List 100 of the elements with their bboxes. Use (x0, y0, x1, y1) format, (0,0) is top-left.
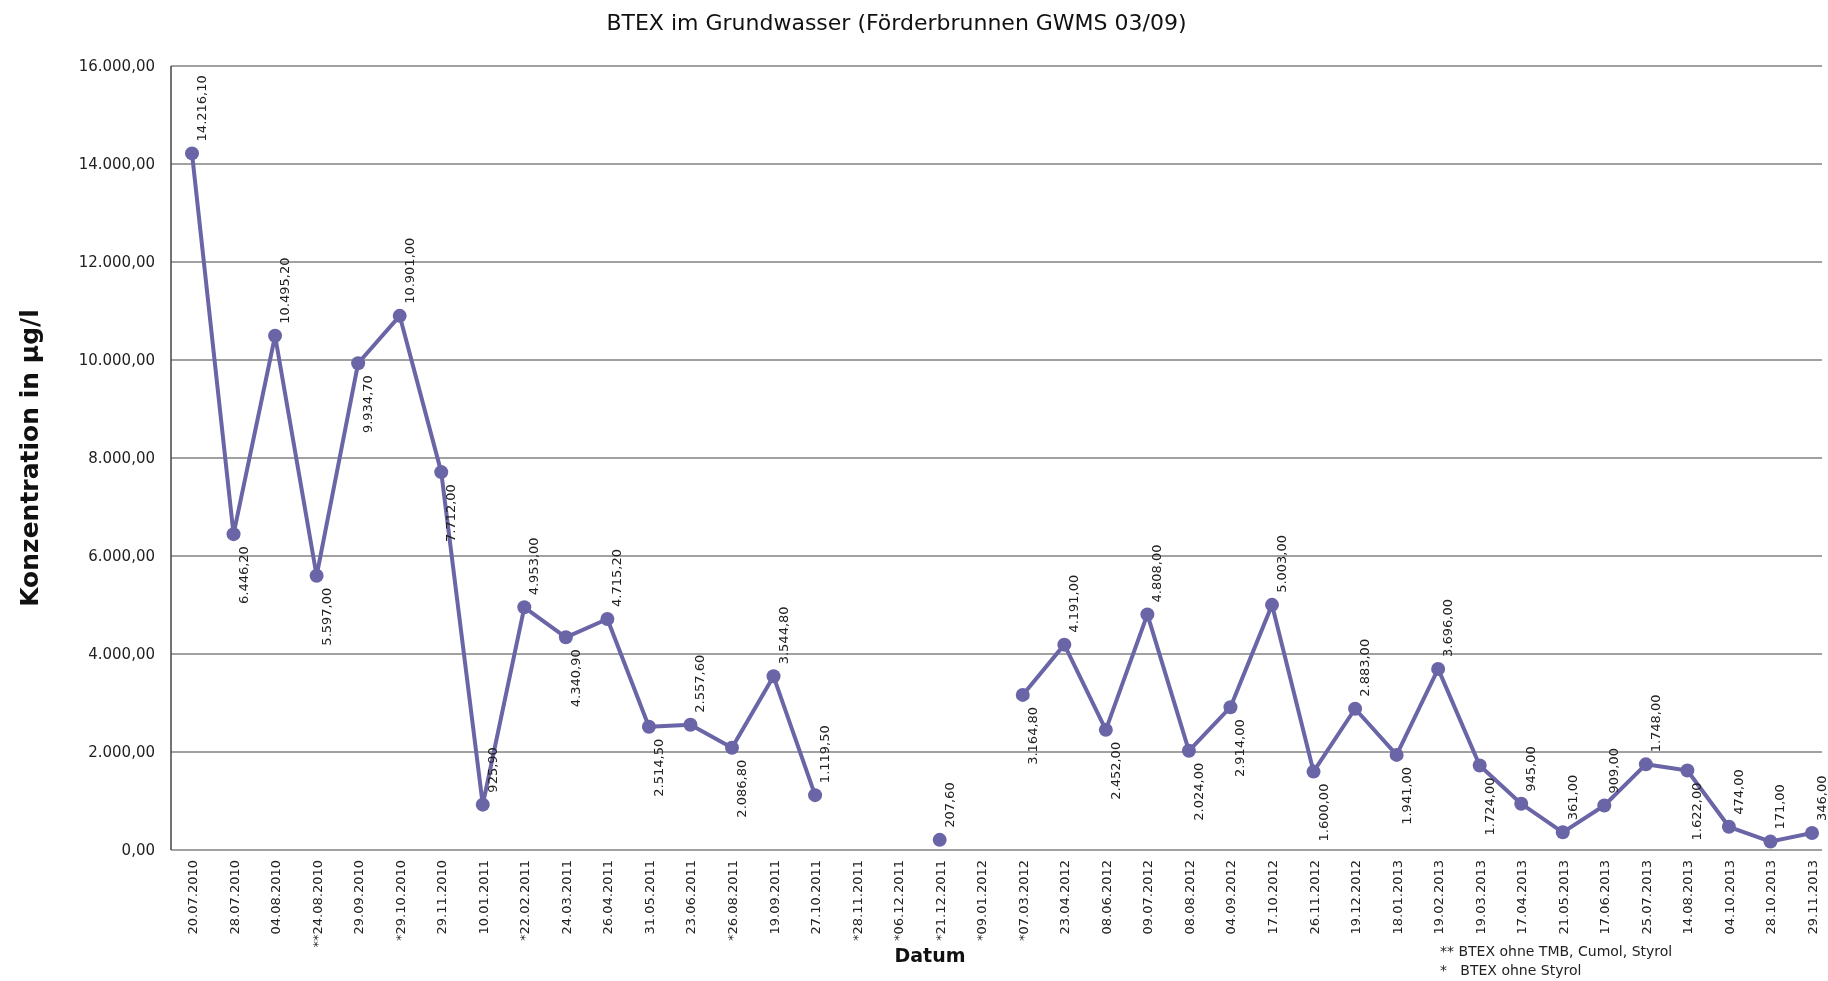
x-tick-label: *28.11.2011 (849, 860, 865, 941)
data-label: 4.808,00 (1149, 544, 1165, 603)
x-tick-label: 27.10.2011 (808, 860, 824, 935)
data-label: 3.164,80 (1024, 706, 1040, 765)
data-label: 2.086,80 (734, 759, 749, 818)
x-tick-label: *09.01.2012 (974, 860, 990, 941)
y-axis-title: Konzentration in µg/l (15, 309, 44, 607)
point (600, 611, 615, 626)
point (351, 356, 366, 371)
data-label: 945,00 (1523, 746, 1539, 792)
point (558, 630, 573, 645)
x-tick-label: 26.11.2012 (1306, 860, 1322, 935)
x-tick-label: 26.04.2011 (600, 860, 616, 935)
y-tick-label: 4.000,00 (88, 645, 155, 663)
x-tick-label: 23.04.2012 (1057, 860, 1073, 935)
point (1181, 743, 1196, 758)
point (1140, 607, 1155, 622)
point (808, 788, 823, 803)
point (1721, 819, 1736, 834)
point (392, 308, 407, 323)
data-label: 9.934,70 (360, 375, 376, 434)
point (434, 465, 449, 480)
x-tick-label: *07.03.2012 (1015, 860, 1031, 941)
x-tick-label: 19.12.2012 (1348, 860, 1364, 935)
data-label: 2.914,00 (1232, 719, 1248, 778)
x-tick-label: 19.09.2011 (766, 860, 782, 935)
point (517, 600, 532, 615)
x-tick-label: 29.11.2013 (1805, 860, 1820, 935)
data-label: 171,00 (1772, 784, 1788, 830)
chart-title: BTEX im Grundwasser (Förderbrunnen GWMS 03/09) (606, 10, 1187, 35)
x-tick-label: 24.03.2011 (558, 860, 574, 935)
data-label: 1.748,00 (1647, 694, 1663, 753)
x-axis-title: Datum (894, 944, 966, 966)
data-label: 3.544,80 (775, 606, 791, 665)
x-tick-label: 31.05.2011 (641, 860, 657, 935)
data-label: 1.941,00 (1398, 766, 1414, 825)
point (1098, 722, 1113, 737)
data-label: 925,90 (484, 747, 500, 793)
x-tick-label: 19.03.2013 (1472, 860, 1488, 935)
data-label: 14.216,10 (194, 75, 209, 142)
data-label: 4.340,90 (567, 649, 583, 708)
point (1680, 763, 1695, 778)
x-tick-label: 20.07.2010 (185, 860, 200, 935)
data-label: 5.597,00 (318, 587, 334, 646)
point (1306, 764, 1321, 779)
x-tick-label: 04.08.2010 (268, 860, 284, 935)
point (1348, 701, 1363, 716)
data-label: 2.452,00 (1107, 741, 1123, 800)
x-tick-label: *22.02.2011 (517, 860, 533, 941)
x-tick-label: *21.12.2011 (932, 860, 948, 941)
data-label: 7.712,00 (443, 484, 459, 542)
x-tick-label: 17.10.2012 (1265, 860, 1280, 935)
point (932, 832, 947, 847)
x-tick-label: 17.06.2013 (1597, 860, 1613, 935)
x-tick-label: 29.09.2010 (351, 860, 367, 935)
x-tick-label: 14.08.2013 (1680, 860, 1696, 935)
data-label: 2.883,00 (1357, 638, 1373, 697)
x-tick-label: 04.10.2013 (1721, 860, 1737, 935)
data-label: 346,00 (1814, 775, 1828, 822)
y-tick-label: 12.000,00 (78, 253, 155, 271)
data-label: 5.003,00 (1274, 534, 1289, 593)
data-label: 3.696,00 (1440, 599, 1456, 657)
x-tick-label: 10.01.2011 (475, 860, 491, 935)
data-label: 1.600,00 (1315, 783, 1331, 842)
y-tick-label: 16.000,00 (78, 57, 155, 75)
x-tick-label: 18.01.2013 (1389, 860, 1405, 935)
data-label: 909,00 (1606, 747, 1622, 794)
y-tick-label: 8.000,00 (88, 449, 155, 467)
x-tick-label: 28.07.2010 (226, 860, 242, 935)
data-label: 361,00 (1564, 774, 1580, 821)
data-label: 2.514,50 (650, 738, 666, 797)
data-label: 207,60 (941, 782, 957, 828)
point (725, 740, 739, 755)
x-tick-label: 21.05.2013 (1555, 860, 1571, 935)
x-tick-label: 29.11.2010 (434, 860, 450, 935)
y-tick-label: 0,00 (121, 841, 155, 859)
y-tick-label: 14.000,00 (78, 155, 155, 173)
point (1431, 661, 1446, 676)
x-tick-label: 08.08.2012 (1181, 860, 1197, 935)
point (1472, 758, 1487, 773)
data-label: 4.715,20 (609, 549, 625, 607)
data-label: 1.119,50 (817, 725, 833, 784)
x-tick-label: *06.12.2011 (891, 860, 907, 941)
data-label: 10.901,00 (401, 237, 417, 304)
x-tick-label: 28.10.2013 (1763, 860, 1779, 935)
point (1265, 597, 1279, 612)
y-tick-label: 10.000,00 (78, 351, 155, 369)
point (1015, 687, 1030, 702)
x-tick-label: 04.09.2012 (1223, 860, 1239, 935)
point (1805, 826, 1819, 841)
point (1555, 825, 1570, 840)
point (475, 797, 490, 812)
x-tick-label: 08.06.2012 (1098, 860, 1114, 935)
data-label: 2.024,00 (1190, 762, 1206, 821)
point (226, 527, 241, 542)
point (1057, 637, 1072, 652)
point (185, 146, 199, 161)
y-tick-label: 6.000,00 (88, 547, 155, 565)
text: ** BTEX ohne TMB, Cumol, Styrol (1440, 943, 1673, 959)
point (1223, 700, 1238, 715)
